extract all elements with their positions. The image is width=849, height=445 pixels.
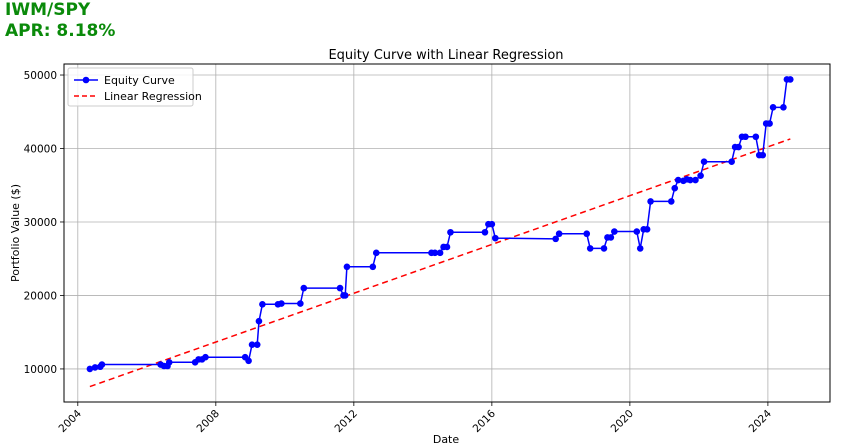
y-tick-label: 50000 — [24, 70, 57, 82]
equity-point — [552, 235, 559, 243]
equity-point — [369, 263, 377, 271]
equity-point — [245, 357, 252, 365]
equity-point — [697, 172, 704, 179]
equity-point — [586, 245, 594, 252]
equity-point — [633, 228, 641, 235]
equity-point — [278, 300, 285, 307]
equity-point — [436, 249, 444, 257]
x-tick-label: 2016 — [471, 407, 499, 435]
chart-title: Equity Curve with Linear Regression — [328, 48, 563, 63]
equity-point — [248, 341, 256, 348]
equity-point — [700, 158, 708, 166]
equity-point — [443, 243, 451, 251]
equity-point — [742, 133, 749, 141]
equity-point — [759, 151, 767, 159]
equity-point — [91, 364, 99, 371]
equity-point — [431, 249, 439, 257]
equity-point — [636, 245, 644, 252]
equity-point — [343, 263, 351, 271]
x-axis-label: Date — [433, 433, 460, 445]
apr-label: APR: 8.18% — [5, 21, 116, 41]
equity-point — [165, 359, 173, 366]
equity-point — [671, 184, 679, 192]
equity-point — [555, 230, 563, 238]
y-tick-label: 20000 — [24, 290, 57, 302]
legend-box — [67, 67, 194, 107]
x-tick-label: 2020 — [609, 408, 636, 435]
regression-line — [89, 138, 791, 388]
equity-point — [769, 104, 777, 111]
equity-point — [488, 220, 496, 228]
equity-point — [447, 228, 454, 236]
equity-point — [674, 176, 682, 184]
strategy-ticker-label: IWM/SPY — [5, 0, 91, 20]
equity-point — [780, 104, 787, 111]
equity-point — [728, 158, 735, 166]
equity-point — [372, 249, 380, 257]
equity-point — [686, 176, 694, 184]
equity-point — [600, 245, 608, 252]
equity-point — [607, 234, 615, 241]
legend-equity-label: Equity Curve — [104, 74, 175, 87]
equity-point — [492, 234, 499, 242]
x-tick-label: 2024 — [747, 407, 775, 435]
y-tick-label: 30000 — [24, 217, 57, 229]
equity-point — [341, 292, 349, 299]
equity-point — [611, 228, 618, 235]
y-tick-label: 10000 — [24, 364, 57, 376]
legend: Equity Curve Linear Regression — [67, 67, 202, 107]
equity-point — [752, 133, 760, 141]
y-tick-label: 40000 — [24, 144, 57, 156]
y-axis-label: Portfolio Value ($) — [9, 184, 22, 282]
equity-point — [86, 365, 94, 373]
equity-point — [643, 226, 651, 233]
legend-regression-label: Linear Regression — [104, 90, 202, 103]
equity-point — [202, 353, 209, 361]
equity-point — [98, 361, 106, 368]
equity-point — [735, 143, 742, 151]
equity-point — [787, 76, 794, 83]
plot-frame — [63, 63, 831, 403]
equity-point — [647, 198, 654, 205]
equity-point — [667, 198, 675, 205]
plot-content — [86, 76, 794, 388]
x-tick-label: 2008 — [195, 408, 222, 435]
equity-point — [583, 230, 591, 238]
equity-point — [297, 300, 304, 307]
x-tick-label: 2012 — [333, 408, 360, 435]
grid-lines — [64, 64, 830, 402]
legend-equity-marker — [82, 76, 90, 84]
equity-point — [255, 317, 263, 325]
equity-point — [253, 341, 261, 348]
equity-point — [766, 120, 773, 127]
equity-point — [300, 284, 308, 292]
x-tick-label: 2004 — [57, 407, 85, 435]
equity-point — [692, 176, 699, 184]
equity-point — [336, 284, 344, 292]
equity-point — [481, 228, 489, 236]
equity-point — [259, 300, 266, 308]
equity-curve-line — [89, 78, 791, 370]
